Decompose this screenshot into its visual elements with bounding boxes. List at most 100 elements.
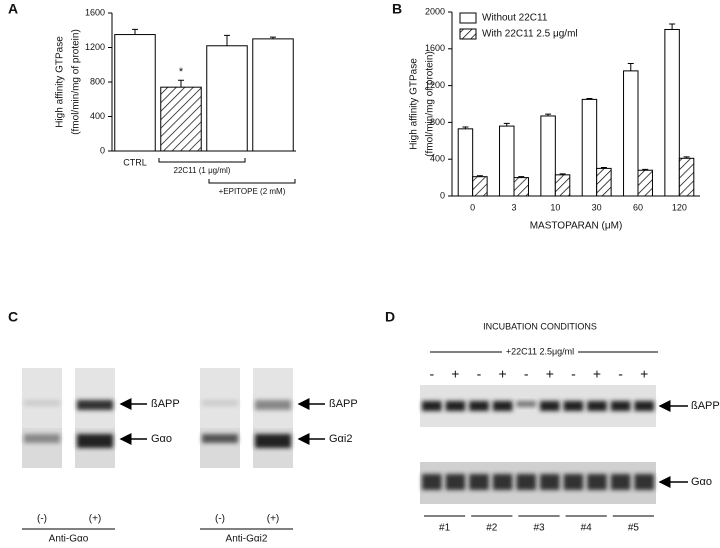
group-label: #4: [581, 523, 593, 534]
y-tick-label: 0: [440, 190, 445, 200]
error-bar: [600, 166, 607, 169]
y-tick-label: 1200: [425, 80, 445, 90]
lane-label: -: [571, 366, 576, 382]
lane-label: +: [640, 366, 648, 382]
y-tick-label: 2000: [425, 6, 445, 16]
error-bar: [224, 34, 230, 46]
bar: [252, 38, 294, 152]
blot-band: [587, 401, 607, 411]
bar: [581, 98, 598, 197]
band-label: ßAPP: [329, 398, 358, 410]
blot-band: [202, 400, 238, 406]
blot-band: [563, 401, 584, 411]
error-bar: [683, 156, 690, 159]
bar: [664, 28, 680, 197]
x-tick-label: 30: [592, 202, 602, 212]
group-label: #5: [628, 523, 640, 534]
blot-band: [445, 401, 466, 411]
treatment-label: +22C11 2.5μg/ml: [506, 346, 574, 356]
bar: [540, 115, 556, 197]
y-tick-label: 1200: [85, 42, 105, 52]
panel-label: B: [392, 1, 402, 17]
lane-label: (-): [215, 514, 225, 525]
group-label: #2: [486, 523, 498, 534]
bar: [160, 86, 202, 152]
blot-band: [422, 474, 442, 490]
bar: [206, 45, 248, 152]
blot-band: [492, 401, 513, 411]
bar: [472, 176, 488, 197]
error-bar: [627, 63, 634, 71]
bar: [499, 125, 515, 197]
antibody-label: Anti-Gαo: [49, 534, 89, 545]
lane-label: (-): [37, 514, 47, 525]
lane-label: (+): [89, 514, 102, 525]
error-bar: [503, 122, 510, 127]
x-tick-label: CTRL: [123, 157, 147, 167]
error-bar: [545, 113, 552, 116]
band-label: ßAPP: [691, 400, 720, 412]
blot-band: [202, 434, 238, 443]
blot-lane: [253, 368, 293, 428]
blot-band: [634, 401, 654, 411]
lane-label: -: [618, 366, 623, 382]
error-bar: [270, 36, 276, 39]
band-label: Gαi2: [329, 433, 352, 445]
blot-band: [634, 474, 654, 490]
group-label: #1: [439, 523, 451, 534]
error-bar: [559, 173, 566, 175]
band-label: Gαo: [151, 433, 172, 445]
blot-band: [587, 474, 607, 490]
blot-band: [610, 401, 631, 411]
y-tick-label: 800: [90, 76, 105, 86]
panel-label: A: [8, 1, 18, 17]
bar: [114, 34, 156, 152]
legend-label: With 22C11 2.5 μg/ml: [482, 29, 578, 40]
bar: [457, 128, 474, 197]
blot-lane: [22, 368, 62, 428]
y-tick-label: 400: [90, 111, 105, 121]
legend-swatch: [459, 28, 477, 40]
lane-label: +: [546, 366, 554, 382]
blot-band: [540, 401, 560, 411]
blot-lane: [75, 368, 115, 428]
blot-band: [563, 474, 584, 490]
blot-lane: [200, 368, 240, 428]
error-bar: [462, 126, 469, 129]
x-tick-label: 10: [550, 202, 560, 212]
bar: [596, 167, 612, 197]
blot-band: [492, 474, 513, 490]
blot-band: [77, 400, 113, 410]
blot-band: [469, 401, 489, 411]
blot-band: [422, 401, 442, 411]
y-tick-label: 1600: [425, 43, 445, 53]
error-bar: [518, 176, 525, 178]
x-tick-label: 0: [470, 202, 475, 212]
annotation: *: [179, 66, 184, 78]
annotation: +EPITOPE (2 mM): [219, 187, 286, 196]
error-bar: [642, 168, 649, 171]
lane-label: -: [477, 366, 482, 382]
annotation: 22C11 (1 μg/ml): [174, 166, 231, 175]
error-bar: [132, 28, 138, 35]
antibody-label: Anti-Gαi2: [226, 534, 268, 545]
blot-band: [610, 474, 631, 490]
y-axis-label: High affinity GTPase: [409, 58, 420, 150]
y-axis-label: High affinity GTPase: [55, 36, 66, 128]
blot-band: [24, 400, 60, 406]
group-label: #3: [533, 523, 545, 534]
panel-label: D: [385, 309, 395, 325]
bar: [513, 177, 529, 197]
bar: [623, 70, 639, 197]
treatment-bg: [502, 346, 578, 358]
bar: [554, 174, 571, 197]
panel-label: C: [8, 309, 18, 325]
blot-band: [255, 434, 291, 448]
blot-band: [516, 401, 536, 407]
x-tick-label: 3: [511, 202, 516, 212]
legend-swatch: [459, 12, 477, 24]
lane-label: +: [451, 366, 459, 382]
bar: [678, 157, 695, 197]
bar: [637, 169, 653, 197]
